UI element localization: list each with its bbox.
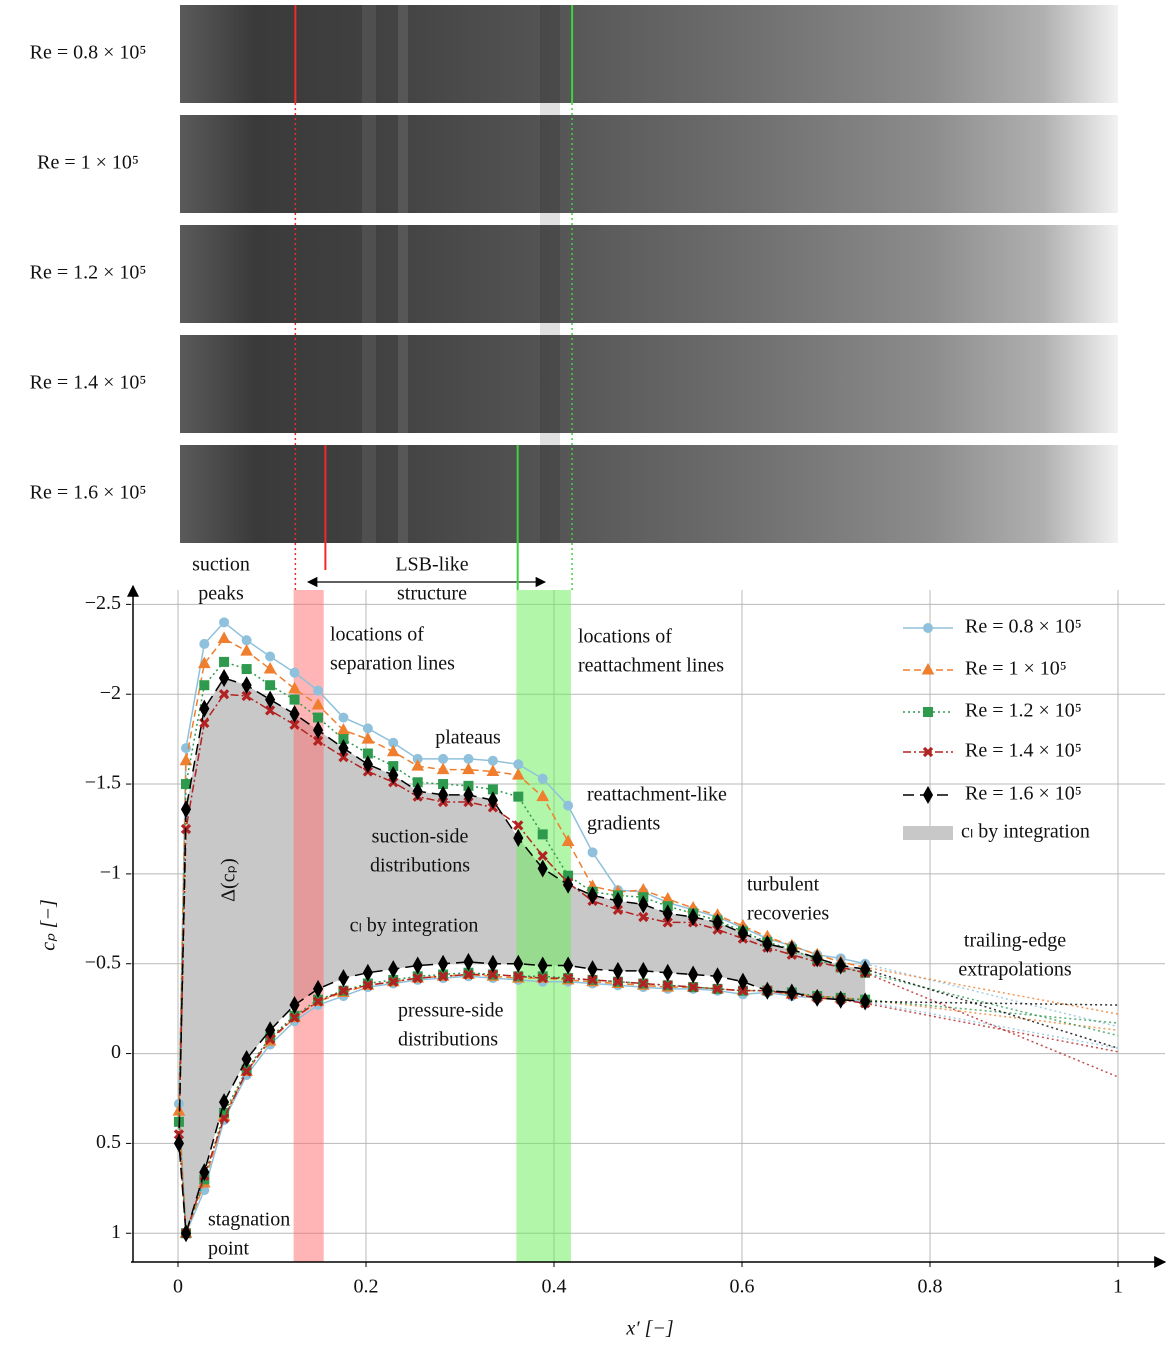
marker [538, 774, 547, 783]
y-tick-label: 0.5 [96, 1131, 121, 1153]
extrapolation [865, 969, 1118, 1048]
legend-marker [924, 708, 933, 717]
strip-label: Re = 0.8 × 10⁵ [30, 42, 147, 64]
strip-image [180, 115, 1118, 213]
marker [290, 668, 299, 677]
legend-label: Re = 1 × 10⁵ [965, 658, 1067, 680]
y-axis-label: cₚ [−] [38, 899, 60, 951]
y-tick-label: 0 [111, 1041, 121, 1063]
legend-label: Re = 1.4 × 10⁵ [965, 740, 1082, 762]
annotation: distributions [398, 1029, 498, 1051]
marker [464, 754, 473, 763]
annotation: structure [397, 583, 467, 605]
annotation: locations of [330, 624, 424, 646]
x-tick-label: 0.6 [730, 1276, 755, 1298]
strip-texture [362, 5, 376, 543]
band [516, 590, 571, 1262]
strip-images [180, 5, 1118, 543]
x-tick-label: 0.8 [918, 1276, 943, 1298]
strip-texture [398, 5, 408, 543]
annotation: separation lines [330, 653, 455, 675]
marker [290, 695, 299, 704]
marker [314, 686, 323, 695]
extrapolation [865, 973, 1118, 1036]
annotation: Δ(cₚ) [218, 858, 240, 902]
annotation: trailing-edge [964, 930, 1066, 952]
marker [339, 713, 348, 722]
marker [242, 636, 251, 645]
annotation: reattachment-like [587, 784, 727, 806]
annotation: cₗ by integration [350, 915, 479, 937]
legend-label: cₗ by integration [961, 821, 1090, 843]
x-tick-label: 0.2 [354, 1276, 379, 1298]
marker [588, 848, 597, 857]
legend-label: Re = 0.8 × 10⁵ [965, 616, 1082, 638]
x-axis-label: x′ [−] [625, 1318, 673, 1340]
y-tick-label: −1.5 [85, 772, 121, 794]
strip-label: Re = 1 × 10⁵ [37, 152, 139, 174]
strip-image [180, 335, 1118, 433]
annotation: peaks [198, 583, 244, 605]
marker [220, 618, 229, 627]
marker [488, 756, 497, 765]
y-tick-label: −2.5 [85, 592, 121, 614]
marker [181, 780, 190, 789]
marker [538, 830, 547, 839]
annotation: extrapolations [958, 959, 1072, 981]
marker [265, 663, 276, 673]
marker [242, 665, 251, 674]
legend-label: Re = 1.2 × 10⁵ [965, 700, 1082, 722]
annotation: turbulent [747, 874, 820, 896]
y-tick-label: 1 [111, 1221, 121, 1243]
legend-marker [924, 787, 933, 803]
x-tick-label: 1 [1113, 1276, 1123, 1298]
strip-texture [540, 5, 560, 543]
marker [363, 724, 372, 733]
marker [463, 764, 474, 774]
extrapolation [865, 1003, 1118, 1052]
annotation: suction [192, 554, 250, 576]
marker [266, 681, 275, 690]
legend-marker [924, 624, 933, 633]
y-tick-label: −2 [100, 682, 121, 704]
marker [314, 713, 323, 722]
annotation: distributions [370, 855, 470, 877]
annotation: reattachment lines [578, 655, 724, 677]
marker [200, 681, 209, 690]
marker [219, 633, 230, 643]
strip-label: Re = 1.6 × 10⁵ [30, 482, 147, 504]
legend-marker [923, 664, 934, 674]
marker [388, 746, 399, 756]
marker [439, 754, 448, 763]
annotation: suction-side [372, 826, 469, 848]
strip-label: Re = 1.2 × 10⁵ [30, 262, 147, 284]
annotation: recoveries [747, 903, 829, 925]
legend-label: Re = 1.6 × 10⁵ [965, 783, 1082, 805]
annotation: gradients [587, 813, 661, 835]
marker [241, 645, 252, 655]
annotation: pressure-side [398, 1000, 504, 1022]
annotation: LSB-like [395, 554, 468, 576]
figure: Re = 0.8 × 10⁵ Re = 1 × 10⁵ Re = 1.2 × 10⁵… [0, 0, 1169, 1346]
x-tick-label: 0 [173, 1276, 183, 1298]
strip-label: Re = 1.4 × 10⁵ [30, 372, 147, 394]
marker [220, 657, 229, 666]
legend-swatch [903, 826, 953, 840]
y-tick-label: −0.5 [85, 951, 121, 973]
annotation: stagnation [208, 1209, 290, 1231]
annotation: plateaus [435, 727, 501, 749]
strip-image [180, 445, 1118, 543]
annotation: point [208, 1238, 250, 1260]
marker [266, 652, 275, 661]
annotation: locations of [578, 626, 672, 648]
marker [200, 639, 209, 648]
extrapolation [865, 973, 1118, 1077]
strip-image [180, 5, 1118, 103]
x-tick-label: 0.4 [542, 1276, 567, 1298]
marker [564, 801, 573, 810]
y-tick-label: −1 [100, 861, 121, 883]
marker [514, 792, 523, 801]
strip-image [180, 225, 1118, 323]
marker [514, 760, 523, 769]
